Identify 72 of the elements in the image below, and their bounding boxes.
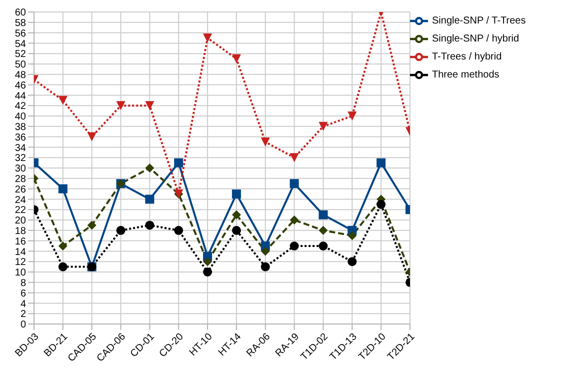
- y-tick-label: 26: [14, 184, 26, 196]
- y-tick-label: 44: [14, 90, 26, 102]
- point: [318, 122, 328, 131]
- point: [318, 242, 328, 250]
- y-tick-label: 14: [14, 246, 26, 258]
- y-tick-label: 16: [14, 236, 26, 248]
- y-tick-label: 0: [20, 320, 26, 331]
- y-tick-label: 28: [14, 174, 26, 185]
- point: [232, 54, 241, 64]
- y-tick-label: 30: [14, 164, 26, 175]
- y-tick-label: 48: [14, 70, 26, 81]
- y-tick-label: 12: [14, 257, 26, 268]
- y-tick-label: 36: [14, 132, 26, 144]
- legend-label: Three methods: [432, 70, 500, 81]
- point: [145, 194, 154, 204]
- point: [232, 210, 241, 220]
- y-tick-label: 46: [14, 80, 26, 92]
- point: [290, 153, 299, 162]
- y-tick-label: 34: [14, 142, 26, 154]
- point: [318, 210, 328, 220]
- legend-label: T-Trees / hybrid: [432, 52, 502, 63]
- point: [174, 226, 184, 235]
- y-tick-label: 10: [14, 268, 26, 279]
- y-tick-label: 56: [14, 28, 26, 40]
- point: [58, 262, 68, 272]
- point: [58, 184, 68, 194]
- point: [87, 132, 96, 142]
- point: [203, 34, 212, 42]
- y-tick-label: 2: [20, 309, 26, 320]
- point: [203, 257, 212, 266]
- point: [116, 101, 126, 110]
- point: [290, 179, 299, 188]
- point: [116, 226, 126, 235]
- point: [290, 216, 299, 224]
- point: [376, 158, 386, 168]
- y-tick-label: 60: [14, 8, 26, 19]
- point: [348, 231, 357, 240]
- point: [290, 242, 299, 250]
- y-tick-label: 58: [14, 18, 26, 29]
- y-tick-label: 42: [14, 101, 26, 112]
- point: [232, 190, 241, 198]
- legend-label: Single-SNP / hybrid: [432, 34, 520, 45]
- y-tick-label: 6: [20, 288, 26, 300]
- y-tick-label: 22: [14, 205, 26, 216]
- y-tick-label: 8: [20, 278, 26, 289]
- point: [145, 101, 154, 110]
- y-tick-label: 40: [14, 112, 26, 123]
- y-tick-label: 38: [14, 122, 26, 133]
- point: [318, 226, 328, 235]
- y-tick-label: 52: [14, 49, 26, 60]
- y-tick-label: 54: [14, 38, 26, 50]
- point: [260, 246, 270, 256]
- point: [260, 138, 270, 146]
- point: [58, 242, 68, 250]
- y-tick-label: 32: [14, 153, 26, 164]
- point: [58, 96, 68, 105]
- y-tick-label: 24: [14, 194, 26, 206]
- point: [376, 200, 386, 209]
- point: [145, 164, 154, 172]
- y-tick-label: 50: [14, 60, 26, 71]
- y-tick-label: 4: [20, 298, 26, 310]
- point: [348, 257, 357, 266]
- y-tick-label: 18: [14, 226, 26, 237]
- point: [260, 262, 270, 272]
- point: [203, 268, 212, 276]
- point: [145, 220, 154, 230]
- point: [348, 112, 357, 120]
- point: [87, 220, 96, 230]
- y-tick-label: 20: [14, 216, 26, 227]
- legend-label: Single-SNP / T-Trees: [432, 16, 526, 27]
- point: [232, 226, 241, 235]
- point: [174, 158, 184, 168]
